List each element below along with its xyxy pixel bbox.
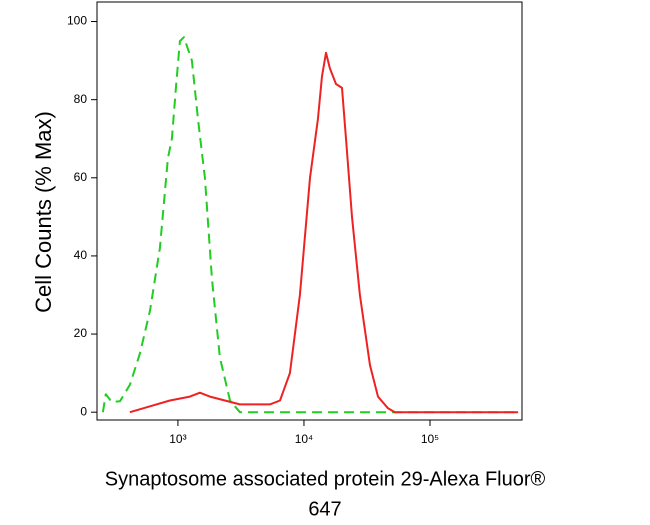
y-tick-label: 20 <box>74 326 88 340</box>
series-line <box>101 36 519 414</box>
series-line <box>129 51 519 414</box>
x-tick-label: 10⁴ <box>295 432 314 446</box>
y-tick-label: 60 <box>74 170 88 184</box>
y-tick-label: 40 <box>74 248 88 262</box>
x-axis-label: 647 <box>308 498 341 520</box>
y-tick-label: 80 <box>74 92 88 106</box>
y-tick-label: 100 <box>67 14 87 28</box>
x-axis-label: Synaptosome associated protein 29-Alexa … <box>105 468 546 490</box>
x-tick-label: 10³ <box>169 432 186 446</box>
plot-frame <box>96 1 523 421</box>
x-tick-label: 10⁵ <box>421 432 439 446</box>
y-axis-label: Cell Counts (% Max) <box>31 111 56 313</box>
y-tick-label: 0 <box>80 404 87 418</box>
